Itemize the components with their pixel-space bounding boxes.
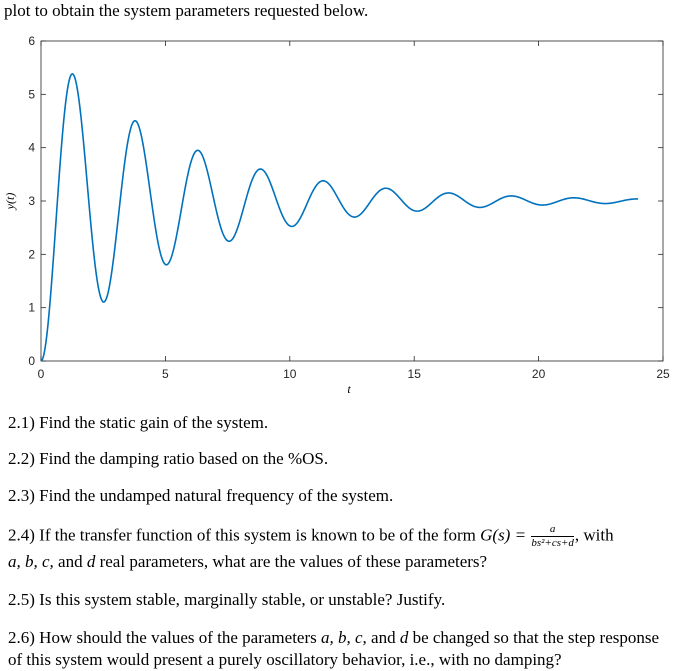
step-response-plot: 0 5 10 15 20 25 0 1 2 3 4 5 6 t y(t) xyxy=(3,34,670,396)
y-tick-label: 5 xyxy=(28,87,35,101)
x-tick-label: 20 xyxy=(532,367,546,381)
question-2-2: 2.2) Find the damping ratio based on the… xyxy=(8,449,329,468)
question-2-6: 2.6) How should the values of the parame… xyxy=(8,628,660,647)
y-tick-label: 1 xyxy=(28,301,35,315)
question-2-6-line2: of this system would present a purely os… xyxy=(8,650,562,669)
x-tick-label: 15 xyxy=(408,367,422,381)
x-axis-ticks: 0 5 10 15 20 25 xyxy=(38,41,670,381)
x-tick-label: 10 xyxy=(283,367,297,381)
question-2-3: 2.3) Find the undamped natural frequency… xyxy=(8,486,394,505)
y-tick-label: 6 xyxy=(28,34,35,48)
axes-box xyxy=(40,40,664,362)
question-2-4-line2: a, b, c, and d real parameters, what are… xyxy=(8,552,488,571)
y-tick-label: 2 xyxy=(28,247,35,261)
step-response-curve xyxy=(40,73,639,362)
question-2-4: 2.4) If the transfer function of this sy… xyxy=(8,523,614,549)
x-tick-label: 5 xyxy=(162,367,169,381)
intro-text: plot to obtain the system parameters req… xyxy=(4,1,369,20)
y-tick-label: 0 xyxy=(28,354,35,368)
question-2-1: 2.1) Find the static gain of the system. xyxy=(8,413,269,432)
transfer-function-lhs: G(s) = xyxy=(480,525,527,545)
x-tick-label: 25 xyxy=(656,367,670,381)
y-axis-label: y(t) xyxy=(3,193,17,211)
x-axis-label: t xyxy=(347,382,351,396)
y-axis-ticks: 0 1 2 3 4 5 6 xyxy=(28,34,663,368)
y-tick-label: 3 xyxy=(28,194,35,208)
question-2-5: 2.5) Is this system stable, marginally s… xyxy=(8,590,446,609)
y-tick-label: 4 xyxy=(28,141,35,155)
transfer-function-fraction: a bs²+cs+d xyxy=(531,523,574,549)
x-tick-label: 0 xyxy=(38,367,45,381)
